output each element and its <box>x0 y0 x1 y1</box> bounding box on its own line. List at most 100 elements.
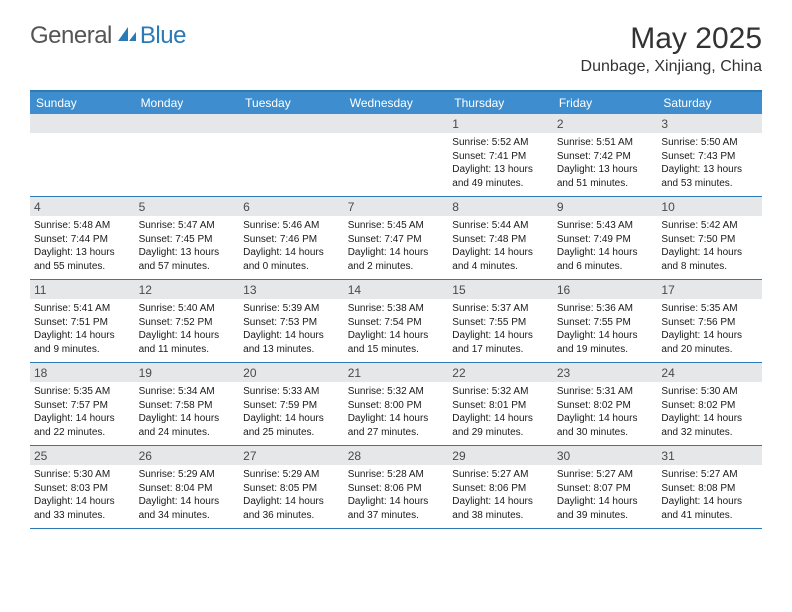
day-details: Sunrise: 5:33 AMSunset: 7:59 PMDaylight:… <box>239 382 344 445</box>
daynum-band: 11121314151617 <box>30 280 762 299</box>
sunrise-text: Sunrise: 5:31 AM <box>557 385 654 399</box>
day-number: 2 <box>553 114 658 133</box>
day-number: 9 <box>553 197 658 216</box>
day-details: Sunrise: 5:27 AMSunset: 8:06 PMDaylight:… <box>448 465 553 528</box>
day-details: Sunrise: 5:44 AMSunset: 7:48 PMDaylight:… <box>448 216 553 279</box>
day-number: 13 <box>239 280 344 299</box>
daylight-text: Daylight: 13 hours and 53 minutes. <box>661 163 758 190</box>
daylight-text: Daylight: 14 hours and 19 minutes. <box>557 329 654 356</box>
day-details: Sunrise: 5:45 AMSunset: 7:47 PMDaylight:… <box>344 216 449 279</box>
day-number: 14 <box>344 280 449 299</box>
day-details: Sunrise: 5:31 AMSunset: 8:02 PMDaylight:… <box>553 382 658 445</box>
daylight-text: Daylight: 14 hours and 6 minutes. <box>557 246 654 273</box>
sunrise-text: Sunrise: 5:45 AM <box>348 219 445 233</box>
daylight-text: Daylight: 13 hours and 57 minutes. <box>139 246 236 273</box>
daylight-text: Daylight: 14 hours and 29 minutes. <box>452 412 549 439</box>
weekday-header: Monday <box>135 92 240 114</box>
day-details: Sunrise: 5:37 AMSunset: 7:55 PMDaylight:… <box>448 299 553 362</box>
day-number: 21 <box>344 363 449 382</box>
day-number: 20 <box>239 363 344 382</box>
sunset-text: Sunset: 7:59 PM <box>243 399 340 413</box>
sunset-text: Sunset: 7:44 PM <box>34 233 131 247</box>
sunset-text: Sunset: 8:06 PM <box>452 482 549 496</box>
daylight-text: Daylight: 14 hours and 11 minutes. <box>139 329 236 356</box>
day-number: 12 <box>135 280 240 299</box>
sunrise-text: Sunrise: 5:50 AM <box>661 136 758 150</box>
day-details <box>344 133 449 196</box>
daylight-text: Daylight: 13 hours and 49 minutes. <box>452 163 549 190</box>
day-number: 28 <box>344 446 449 465</box>
day-number: 10 <box>657 197 762 216</box>
day-details <box>135 133 240 196</box>
day-details: Sunrise: 5:27 AMSunset: 8:07 PMDaylight:… <box>553 465 658 528</box>
daynum-band: 18192021222324 <box>30 363 762 382</box>
sunrise-text: Sunrise: 5:36 AM <box>557 302 654 316</box>
sunrise-text: Sunrise: 5:46 AM <box>243 219 340 233</box>
week-row: 45678910Sunrise: 5:48 AMSunset: 7:44 PMD… <box>30 197 762 280</box>
day-details: Sunrise: 5:46 AMSunset: 7:46 PMDaylight:… <box>239 216 344 279</box>
location-subtitle: Dunbage, Xinjiang, China <box>581 58 762 76</box>
header: General Blue May 2025 Dunbage, Xinjiang,… <box>0 0 792 84</box>
day-number: 19 <box>135 363 240 382</box>
day-details: Sunrise: 5:29 AMSunset: 8:04 PMDaylight:… <box>135 465 240 528</box>
sunrise-text: Sunrise: 5:32 AM <box>452 385 549 399</box>
day-details: Sunrise: 5:51 AMSunset: 7:42 PMDaylight:… <box>553 133 658 196</box>
sunset-text: Sunset: 7:43 PM <box>661 150 758 164</box>
sunrise-text: Sunrise: 5:43 AM <box>557 219 654 233</box>
week-row: 18192021222324Sunrise: 5:35 AMSunset: 7:… <box>30 363 762 446</box>
sunset-text: Sunset: 7:48 PM <box>452 233 549 247</box>
daylight-text: Daylight: 13 hours and 51 minutes. <box>557 163 654 190</box>
sunset-text: Sunset: 7:50 PM <box>661 233 758 247</box>
daylight-text: Daylight: 14 hours and 22 minutes. <box>34 412 131 439</box>
sunrise-text: Sunrise: 5:27 AM <box>557 468 654 482</box>
day-details: Sunrise: 5:35 AMSunset: 7:57 PMDaylight:… <box>30 382 135 445</box>
weekday-header: Thursday <box>448 92 553 114</box>
sunrise-text: Sunrise: 5:30 AM <box>34 468 131 482</box>
sunset-text: Sunset: 7:55 PM <box>557 316 654 330</box>
daynum-band: 25262728293031 <box>30 446 762 465</box>
sunrise-text: Sunrise: 5:42 AM <box>661 219 758 233</box>
weekday-header: Friday <box>553 92 658 114</box>
daylight-text: Daylight: 14 hours and 9 minutes. <box>34 329 131 356</box>
daylight-text: Daylight: 14 hours and 0 minutes. <box>243 246 340 273</box>
detail-row: Sunrise: 5:52 AMSunset: 7:41 PMDaylight:… <box>30 133 762 196</box>
sunset-text: Sunset: 8:03 PM <box>34 482 131 496</box>
weeks-container: 123Sunrise: 5:52 AMSunset: 7:41 PMDaylig… <box>30 114 762 529</box>
sunrise-text: Sunrise: 5:37 AM <box>452 302 549 316</box>
sunrise-text: Sunrise: 5:29 AM <box>139 468 236 482</box>
sunrise-text: Sunrise: 5:48 AM <box>34 219 131 233</box>
weekday-header: Sunday <box>30 92 135 114</box>
day-number <box>344 114 449 133</box>
daylight-text: Daylight: 14 hours and 39 minutes. <box>557 495 654 522</box>
sunset-text: Sunset: 7:41 PM <box>452 150 549 164</box>
day-details: Sunrise: 5:27 AMSunset: 8:08 PMDaylight:… <box>657 465 762 528</box>
sunrise-text: Sunrise: 5:28 AM <box>348 468 445 482</box>
detail-row: Sunrise: 5:35 AMSunset: 7:57 PMDaylight:… <box>30 382 762 445</box>
sunset-text: Sunset: 7:53 PM <box>243 316 340 330</box>
sunset-text: Sunset: 7:46 PM <box>243 233 340 247</box>
logo-text-blue: Blue <box>140 22 186 50</box>
weekday-header: Wednesday <box>344 92 449 114</box>
sunrise-text: Sunrise: 5:40 AM <box>139 302 236 316</box>
sunset-text: Sunset: 7:45 PM <box>139 233 236 247</box>
day-number: 11 <box>30 280 135 299</box>
sunrise-text: Sunrise: 5:30 AM <box>661 385 758 399</box>
day-details: Sunrise: 5:43 AMSunset: 7:49 PMDaylight:… <box>553 216 658 279</box>
daylight-text: Daylight: 14 hours and 37 minutes. <box>348 495 445 522</box>
sunset-text: Sunset: 8:02 PM <box>661 399 758 413</box>
daylight-text: Daylight: 14 hours and 15 minutes. <box>348 329 445 356</box>
day-details: Sunrise: 5:48 AMSunset: 7:44 PMDaylight:… <box>30 216 135 279</box>
week-row: 25262728293031Sunrise: 5:30 AMSunset: 8:… <box>30 446 762 529</box>
day-number: 25 <box>30 446 135 465</box>
sunrise-text: Sunrise: 5:41 AM <box>34 302 131 316</box>
sunset-text: Sunset: 7:49 PM <box>557 233 654 247</box>
title-block: May 2025 Dunbage, Xinjiang, China <box>581 22 762 76</box>
day-number: 16 <box>553 280 658 299</box>
sunset-text: Sunset: 7:57 PM <box>34 399 131 413</box>
sunset-text: Sunset: 8:07 PM <box>557 482 654 496</box>
daylight-text: Daylight: 14 hours and 33 minutes. <box>34 495 131 522</box>
page-title: May 2025 <box>581 22 762 56</box>
day-details: Sunrise: 5:35 AMSunset: 7:56 PMDaylight:… <box>657 299 762 362</box>
logo-text-general: General <box>30 22 112 50</box>
detail-row: Sunrise: 5:41 AMSunset: 7:51 PMDaylight:… <box>30 299 762 362</box>
